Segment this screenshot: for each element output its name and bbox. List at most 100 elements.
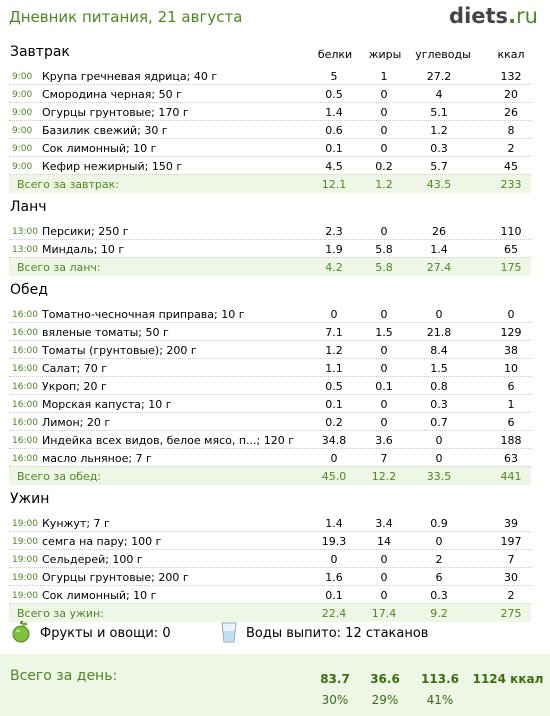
meal-time: 9:00 bbox=[12, 90, 33, 100]
total-protein: 12.1 bbox=[321, 178, 347, 191]
meal-time: 19:00 bbox=[12, 591, 38, 601]
food-name[interactable]: Салат; 70 г bbox=[42, 362, 108, 375]
food-row[interactable]: 9:00 Огурцы грунтовые; 170 г 1.4 0 5.1 26 bbox=[9, 103, 531, 121]
meal-time: 9:00 bbox=[12, 72, 33, 82]
meal-time: 16:00 bbox=[12, 310, 38, 320]
food-row[interactable]: 16:00 Салат; 70 г 1.1 0 1.5 10 bbox=[9, 359, 531, 377]
food-row[interactable]: 16:00 масло льняное; 7 г 0 7 0 63 bbox=[9, 449, 531, 467]
food-name[interactable]: вяленые томаты; 50 г bbox=[42, 326, 169, 339]
food-name[interactable]: Смородина черная; 50 г bbox=[42, 88, 182, 101]
total-carbs: 43.5 bbox=[426, 178, 452, 191]
food-row[interactable]: 16:00 Томаты (грунтовые); 200 г 1.2 0 8.4 38 bbox=[9, 341, 531, 359]
meal-time: 9:00 bbox=[12, 144, 33, 154]
section-total-row: Всего за завтрак: 12.1 1.2 43.5 233 bbox=[9, 175, 531, 193]
total-kcal: 175 bbox=[500, 261, 522, 274]
site-logo[interactable]: diets.ru bbox=[449, 4, 538, 28]
col-protein: белки bbox=[317, 48, 353, 61]
carbs-value: 27.2 bbox=[426, 70, 452, 83]
carbs-value: 0.3 bbox=[430, 398, 448, 411]
food-name[interactable]: Персики; 250 г bbox=[42, 225, 129, 238]
protein-value: 34.8 bbox=[321, 434, 347, 447]
food-row[interactable]: 16:00 вяленые томаты; 50 г 7.1 1.5 21.8 129 bbox=[9, 323, 531, 341]
food-row[interactable]: 19:00 Сельдерей; 100 г 0 0 2 7 bbox=[9, 550, 531, 568]
food-row[interactable]: 9:00 Кефир нежирный; 150 г 4.5 0.2 5.7 45 bbox=[9, 157, 531, 175]
food-row[interactable]: 13:00 Миндаль; 10 г 1.9 5.8 1.4 65 bbox=[9, 240, 531, 258]
food-row[interactable]: 13:00 Персики; 250 г 2.3 0 26 110 bbox=[9, 222, 531, 240]
fat-value: 1 bbox=[380, 70, 388, 83]
kcal-value: 30 bbox=[504, 571, 518, 584]
total-carbs: 27.4 bbox=[426, 261, 452, 274]
food-name[interactable]: масло льняное; 7 г bbox=[42, 452, 152, 465]
fat-value: 0.2 bbox=[375, 160, 393, 173]
food-name[interactable]: Огурцы грунтовые; 200 г bbox=[42, 571, 189, 584]
food-row[interactable]: 19:00 Кунжут; 7 г 1.4 3.4 0.9 39 bbox=[9, 514, 531, 532]
section-title: Ужин bbox=[10, 491, 50, 507]
protein-value: 0.6 bbox=[325, 124, 343, 137]
fat-value: 0 bbox=[380, 589, 388, 602]
meal-time: 13:00 bbox=[12, 227, 38, 237]
fat-value: 14 bbox=[377, 535, 391, 548]
food-name[interactable]: Томаты (грунтовые); 200 г bbox=[42, 344, 197, 357]
food-name[interactable]: Сельдерей; 100 г bbox=[42, 553, 143, 566]
food-row[interactable]: 19:00 Сок лимонный; 10 г 0.1 0 0.3 2 bbox=[9, 586, 531, 604]
food-row[interactable]: 9:00 Сок лимонный; 10 г 0.1 0 0.3 2 bbox=[9, 139, 531, 157]
kcal-value: 197 bbox=[500, 535, 522, 548]
fat-value: 0 bbox=[380, 398, 388, 411]
meal-time: 16:00 bbox=[12, 454, 38, 464]
meal-time: 16:00 bbox=[12, 400, 38, 410]
meal-time: 19:00 bbox=[12, 573, 38, 583]
total-protein: 4.2 bbox=[325, 261, 343, 274]
food-row[interactable]: 16:00 Индейка всех видов, белое мясо, п..… bbox=[9, 431, 531, 449]
food-name[interactable]: Крупа гречневая ядрица; 40 г bbox=[42, 70, 218, 83]
carbs-value: 21.8 bbox=[426, 326, 452, 339]
day-total-label: Всего за день: bbox=[10, 668, 118, 684]
food-name[interactable]: Кунжут; 7 г bbox=[42, 517, 110, 530]
food-name[interactable]: Миндаль; 10 г bbox=[42, 243, 125, 256]
food-name[interactable]: Укроп; 20 г bbox=[42, 380, 107, 393]
carbs-value: 5.1 bbox=[430, 106, 448, 119]
food-row[interactable]: 9:00 Крупа гречневая ядрица; 40 г 5 1 27.2 13… bbox=[9, 67, 531, 85]
protein-value: 4.5 bbox=[325, 160, 343, 173]
food-row[interactable]: 19:00 семга на пару; 100 г 19.3 14 0 197 bbox=[9, 532, 531, 550]
food-name[interactable]: Индейка всех видов, белое мясо, п...; 12… bbox=[42, 434, 294, 447]
total-kcal: 441 bbox=[500, 470, 522, 483]
day-fat-pct: 29% bbox=[371, 693, 399, 707]
fat-value: 0 bbox=[380, 362, 388, 375]
fat-value: 3.4 bbox=[375, 517, 393, 530]
food-name[interactable]: Кефир нежирный; 150 г bbox=[42, 160, 183, 173]
food-row[interactable]: 16:00 Томатно-чесночная приправа; 10 г 0 0 0… bbox=[9, 305, 531, 323]
food-name[interactable]: Сок лимонный; 10 г bbox=[42, 589, 157, 602]
food-row[interactable]: 16:00 Морская капуста; 10 г 0.1 0 0.3 1 bbox=[9, 395, 531, 413]
carbs-value: 0 bbox=[435, 452, 443, 465]
food-row[interactable]: 9:00 Базилик свежий; 30 г 0.6 0 1.2 8 bbox=[9, 121, 531, 139]
food-row[interactable]: 9:00 Смородина черная; 50 г 0.5 0 4 20 bbox=[9, 85, 531, 103]
food-name[interactable]: семга на пару; 100 г bbox=[42, 535, 162, 548]
kcal-value: 45 bbox=[504, 160, 518, 173]
food-name[interactable]: Томатно-чесночная приправа; 10 г bbox=[42, 308, 245, 321]
kcal-value: 132 bbox=[500, 70, 522, 83]
food-name[interactable]: Лимон; 20 г bbox=[42, 416, 111, 429]
col-carbs: углеводы bbox=[415, 48, 471, 61]
food-name[interactable]: Огурцы грунтовые; 170 г bbox=[42, 106, 189, 119]
kcal-value: 188 bbox=[500, 434, 522, 447]
section-title: Завтрак bbox=[10, 44, 70, 60]
section-total-label: Всего за ужин: bbox=[17, 607, 104, 620]
section-total-label: Всего за обед: bbox=[17, 470, 102, 483]
day-carbs: 113.6 bbox=[421, 672, 459, 686]
protein-value: 1.6 bbox=[325, 571, 343, 584]
food-name[interactable]: Базилик свежий; 30 г bbox=[42, 124, 168, 137]
fat-value: 0 bbox=[380, 344, 388, 357]
food-row[interactable]: 19:00 Огурцы грунтовые; 200 г 1.6 0 6 30 bbox=[9, 568, 531, 586]
food-row[interactable]: 16:00 Укроп; 20 г 0.5 0.1 0.8 6 bbox=[9, 377, 531, 395]
section-title: Ланч bbox=[10, 199, 47, 215]
food-name[interactable]: Морская капуста; 10 г bbox=[42, 398, 172, 411]
summary-bar: Фрукты и овощи: 0 Воды выпито: 12 стакан… bbox=[10, 620, 540, 646]
carbs-value: 26 bbox=[432, 225, 446, 238]
total-protein: 45.0 bbox=[321, 470, 347, 483]
food-name[interactable]: Сок лимонный; 10 г bbox=[42, 142, 157, 155]
section-title: Обед bbox=[10, 282, 48, 298]
protein-value: 1.9 bbox=[325, 243, 343, 256]
carbs-value: 5.7 bbox=[430, 160, 448, 173]
kcal-value: 6 bbox=[507, 416, 515, 429]
food-row[interactable]: 16:00 Лимон; 20 г 0.2 0 0.7 6 bbox=[9, 413, 531, 431]
